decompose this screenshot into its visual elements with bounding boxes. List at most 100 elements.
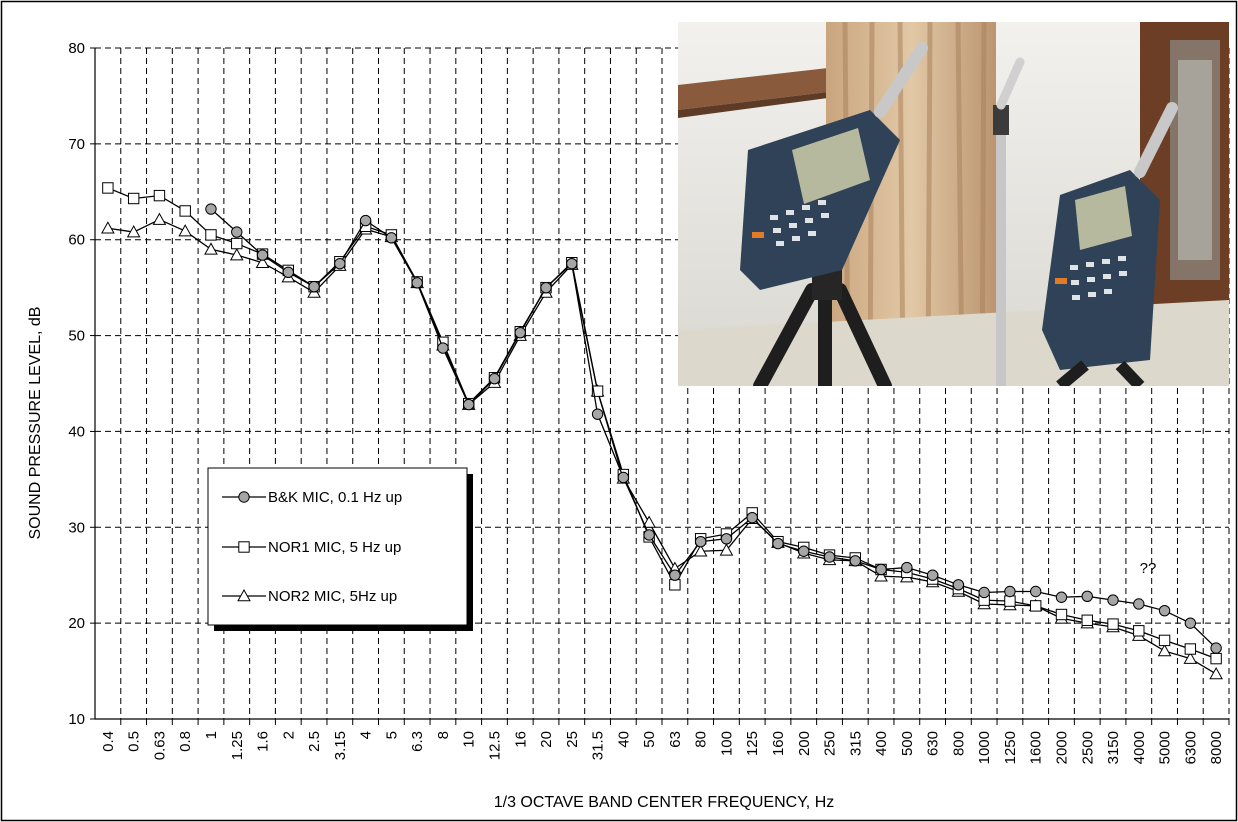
data-point <box>566 257 578 270</box>
data-point <box>1158 634 1171 647</box>
data-point <box>152 212 167 225</box>
data-point <box>540 281 552 294</box>
data-point <box>205 229 217 241</box>
x-tick-label: 8 <box>435 731 452 739</box>
data-point <box>1004 595 1016 607</box>
x-tick-label: 0.63 <box>151 731 168 760</box>
data-point <box>101 221 115 234</box>
data-point <box>874 569 888 582</box>
data-point <box>1133 625 1145 637</box>
data-point <box>823 551 836 563</box>
data-point <box>669 579 681 591</box>
data-point <box>1184 643 1197 655</box>
data-point <box>1107 594 1119 606</box>
data-point <box>437 342 449 354</box>
annotation-question-marks: ?? <box>1140 560 1157 577</box>
x-tick-label: 4 <box>358 731 375 739</box>
y-tick-label: 10 <box>68 711 85 728</box>
data-point <box>255 255 270 269</box>
data-point <box>875 563 887 576</box>
x-tick-label: 2000 <box>1053 731 1070 764</box>
x-tick-label: 50 <box>641 731 658 748</box>
data-point <box>901 561 913 574</box>
x-tick-label: 10 <box>461 731 478 748</box>
y-tick-label: 40 <box>68 423 85 440</box>
x-tick-label: 500 <box>899 731 916 756</box>
data-point <box>102 182 114 194</box>
data-point <box>1055 608 1068 621</box>
legend-label: NOR1 MIC, 5 Hz up <box>268 539 401 556</box>
x-tick-label: 1.25 <box>229 731 246 760</box>
x-tick-label: 0.5 <box>126 731 143 752</box>
data-point <box>591 408 604 420</box>
series-line <box>210 208 1217 649</box>
x-tick-label: 0.8 <box>177 731 194 752</box>
x-tick-label: 6.3 <box>409 731 426 752</box>
data-point <box>231 226 243 238</box>
data-point <box>126 225 141 238</box>
x-tick-label: 16 <box>512 731 529 748</box>
series-circle <box>205 203 1222 654</box>
x-tick-label: 63 <box>667 731 684 748</box>
x-tick-label: 25 <box>564 731 581 748</box>
x-tick-label: 1600 <box>1028 731 1045 764</box>
data-point <box>229 248 244 261</box>
legend-label: B&K MIC, 0.1 Hz up <box>268 489 402 506</box>
x-tick-label: 2 <box>280 731 297 739</box>
y-tick-label: 30 <box>68 519 85 536</box>
legend-marker <box>238 491 250 503</box>
data-point <box>231 237 243 250</box>
data-point <box>746 512 758 524</box>
x-tick-label: 200 <box>796 731 813 756</box>
data-point <box>178 224 193 237</box>
legend-label: NOR2 MIC, 5Hz up <box>268 588 397 605</box>
data-point <box>772 537 784 550</box>
data-point <box>719 543 734 556</box>
data-point <box>926 569 939 581</box>
data-point <box>1004 585 1016 598</box>
x-tick-label: 3.15 <box>332 731 349 760</box>
data-point <box>720 533 733 545</box>
legend-marker <box>237 588 251 602</box>
data-point <box>798 545 810 557</box>
data-point <box>411 277 423 289</box>
data-point <box>849 555 861 567</box>
data-point <box>1210 642 1222 654</box>
x-axis-title: 1/3 OCTAVE BAND CENTER FREQUENCY, Hz <box>494 794 835 811</box>
x-tick-label: 100 <box>718 731 735 756</box>
data-point <box>256 249 269 261</box>
x-axis-ticks: 0.4 0.5 0.63 0.8 1 1.25 1.6 2 2.5 3.15 4 5 6.3 8 10 12.… <box>100 719 1230 764</box>
y-tick-label: 70 <box>68 136 85 153</box>
data-point <box>643 529 655 541</box>
data-point <box>1081 590 1093 603</box>
x-tick-label: 1000 <box>976 731 993 764</box>
data-point <box>1081 614 1093 626</box>
inset-photo-sound-level-meters <box>678 22 1229 386</box>
data-point <box>385 232 398 244</box>
data-point <box>204 242 218 255</box>
data-point <box>179 205 191 217</box>
data-point <box>978 586 990 599</box>
data-point <box>1209 666 1223 680</box>
data-point <box>127 192 140 205</box>
x-tick-label: 3150 <box>1105 731 1122 764</box>
x-tick-label: 5 <box>383 731 400 739</box>
data-point <box>1030 600 1042 612</box>
data-point <box>1210 652 1222 665</box>
data-point <box>617 471 630 484</box>
data-point <box>334 257 346 270</box>
x-tick-label: 2500 <box>1079 731 1096 764</box>
axes <box>94 48 1229 720</box>
x-tick-label: 1 <box>203 731 220 739</box>
series-layer <box>101 182 1223 680</box>
x-tick-label: 80 <box>693 731 710 748</box>
data-point <box>488 373 501 385</box>
data-point <box>153 189 166 202</box>
data-point <box>1133 598 1145 610</box>
x-tick-label: 5000 <box>1157 731 1174 764</box>
y-tick-label: 80 <box>68 40 85 57</box>
data-point <box>359 214 372 227</box>
x-tick-label: 20 <box>538 731 555 748</box>
data-point <box>1183 651 1198 664</box>
